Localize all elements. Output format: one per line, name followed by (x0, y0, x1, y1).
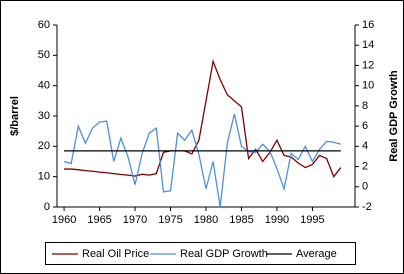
x-tick-label: 1975 (158, 214, 182, 226)
y-tick-label: 10 (38, 171, 50, 183)
legend (45, 242, 356, 265)
y-tick-label: 0 (44, 201, 50, 213)
series-line (63, 113, 341, 208)
y-axis-label: $/barrel (9, 96, 21, 136)
x-tick-label: 1960 (52, 214, 76, 226)
x-tick-label: 1965 (87, 214, 111, 226)
y2-tick-label: -2 (362, 201, 372, 213)
legend-label: Real Oil Price (82, 248, 149, 260)
x-tick-label: 1985 (229, 214, 253, 226)
y-tick-label: 40 (38, 80, 50, 92)
y2-tick-label: 14 (362, 39, 374, 51)
y2-axis-label: Real GDP Growth (388, 70, 400, 162)
y-tick-label: 50 (38, 49, 50, 61)
y2-tick-label: 16 (362, 19, 374, 31)
y-tick-label: 20 (38, 140, 50, 152)
y-tick-label: 60 (38, 19, 50, 31)
y-tick-label: 30 (38, 110, 50, 122)
x-tick-label: 1990 (265, 214, 289, 226)
y2-tick-label: 12 (362, 59, 374, 71)
x-tick-label: 1995 (300, 214, 324, 226)
y2-tick-label: 4 (362, 140, 368, 152)
y2-tick-label: 8 (362, 100, 368, 112)
y2-tick-label: 6 (362, 120, 368, 132)
series-line (64, 59, 342, 178)
x-tick-label: 1970 (123, 214, 147, 226)
y2-tick-label: 0 (362, 181, 368, 193)
y2-tick-label: 2 (362, 160, 368, 172)
legend-label: Average (296, 248, 337, 260)
y2-tick-label: 10 (362, 80, 374, 92)
x-tick-label: 1980 (194, 214, 218, 226)
legend-label: Real GDP Growth (180, 248, 268, 260)
